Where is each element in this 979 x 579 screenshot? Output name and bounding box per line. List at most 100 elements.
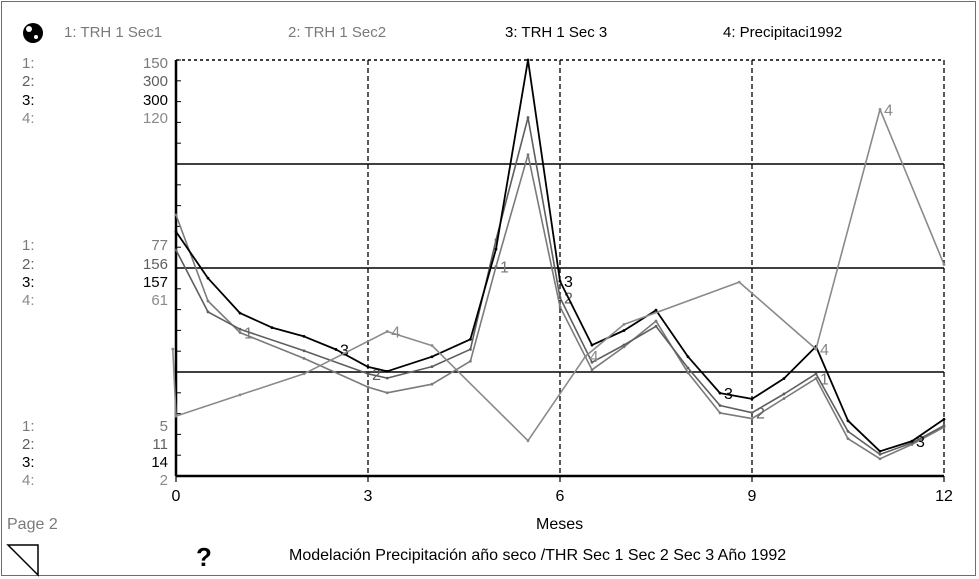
scale-id: 4: [22,292,35,309]
series-3-point [494,247,498,251]
question-mark-icon[interactable]: ? [196,542,212,572]
x-tick-label: 12 [935,488,953,505]
series-3-point [174,230,178,234]
scale-id: 3: [22,274,35,291]
series-1-marker: 1 [244,326,253,343]
series-4-marker: 4 [884,102,893,119]
legend-item-4: 4: Precipitaci1992 [723,24,843,41]
series-3-point [238,311,242,315]
series-4-point [238,393,242,397]
page-label[interactable]: Page 2 [7,516,58,533]
x-tick-label: 9 [748,488,757,505]
series-1-point [385,391,389,395]
series-3-point [910,439,914,443]
series-4-point [622,323,626,326]
series-2-point [878,453,882,456]
series-2-point [814,372,818,376]
globe-icon[interactable] [23,23,43,43]
series-1-point [174,213,178,217]
legend-item-1: 1: TRH 1 Sec1 [64,24,163,41]
series-4-point [171,347,175,351]
legend-item-3: 3: TRH 1 Sec 3 [505,24,608,41]
series-3-point [782,377,786,380]
series-3-point [302,334,306,338]
series-1-point [814,377,818,380]
series-2-point [385,376,389,380]
series-1-point [782,397,786,400]
series-3-marker: 3 [564,274,573,291]
x-tick-label: 0 [172,488,181,505]
series-2-point [206,310,210,314]
series-3-point [526,58,530,62]
scale-id: 1: [22,418,35,435]
x-tick-label: 6 [556,488,565,505]
scale-id: 2: [22,73,35,90]
series-3-point [270,326,274,330]
scale-value: 300 [142,92,168,109]
page-corner-icon[interactable] [6,544,39,577]
series-2-point [238,327,242,331]
series-1-point [878,457,882,461]
series-4-point [584,354,587,358]
series-3-point [750,397,754,401]
series-1-point [206,299,210,303]
series-2-point [469,347,472,351]
series-2-marker: 2 [372,367,381,384]
series-3-point [385,369,389,373]
series-2-point [526,116,530,119]
series-4-point [174,414,178,418]
series-2-marker: 2 [756,406,765,423]
series-4-point [737,280,741,284]
scale-id: 2: [22,256,35,273]
series-2-point [846,429,850,433]
series-3-point [590,343,594,347]
series-2-point [782,392,786,396]
series-3-point [334,348,338,351]
series-3-point [622,329,626,332]
series-3-point [718,391,722,395]
series-2-point [174,248,178,252]
series-2-point [366,372,370,376]
series-3-marker: 3 [916,434,925,451]
scale-value: 150 [142,55,168,72]
series-3-marker: 3 [340,342,349,359]
series-3-point [878,449,882,453]
series-2-point [622,343,626,347]
series-2-point [558,296,562,299]
scale-id: 3: [22,454,35,471]
series-1-point [430,382,434,386]
series-1-point [238,331,242,334]
series-1-marker: 1 [500,260,509,277]
scale-value: 120 [142,110,168,127]
series-2-point [750,411,754,415]
scale-value: 157 [142,274,168,291]
footer-caption: Modelación Precipitación año seco /THR S… [289,547,787,564]
series-3-point [206,276,210,280]
series-3-point [430,355,434,359]
series-4-marker: 4 [391,324,400,341]
series-4-marker: 4 [590,349,599,366]
series-1-point [366,385,370,389]
scale-value: 156 [142,256,168,273]
series-2-point [654,324,658,328]
series-3-point [654,308,658,312]
series-1-point [654,319,658,323]
series-3-point [942,417,946,421]
series-2-point [718,404,722,407]
series-3-marker: 3 [724,386,733,403]
series-1-point [718,411,722,415]
series-4-point [526,439,530,443]
scale-value: 11 [152,436,168,453]
scale-value: 61 [151,292,168,309]
scale-id: 2: [22,436,35,453]
series-3-point [686,355,690,359]
series-2-point [590,360,594,364]
legend-item-2: 2: TRH 1 Sec2 [288,24,387,41]
series-4-marker: 4 [820,342,829,359]
series-3-point [366,365,370,369]
scale-value: 5 [159,418,168,435]
scale-value: 77 [151,237,168,254]
series-1-point [526,153,530,157]
